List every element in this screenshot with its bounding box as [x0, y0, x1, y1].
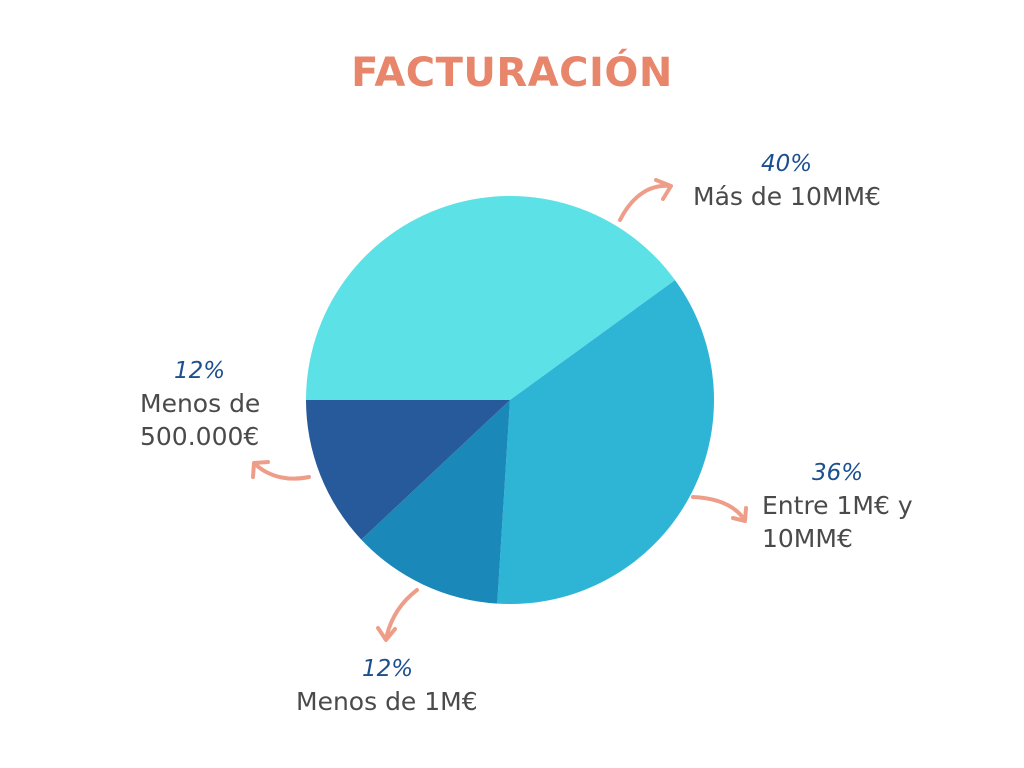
arrow-slice-3	[251, 460, 311, 481]
pie-slice-1	[497, 280, 715, 605]
arrow-slice-0	[618, 178, 673, 222]
slice-0-percent: 40%	[761, 151, 813, 177]
pie-slice-2	[361, 400, 510, 604]
slice-2-label: Menos de 1M€	[296, 687, 478, 716]
pie-slices	[306, 195, 715, 605]
slice-0-label: Más de 10MM€	[693, 182, 881, 211]
callout-slice-2: 12% Menos de 1M€	[296, 653, 478, 718]
slice-1-percent: 36%	[812, 460, 864, 486]
arrow-slice-2	[376, 588, 419, 642]
callout-slice-3: 12% Menos de 500.000€	[140, 355, 275, 453]
callout-slice-1: 36% Entre 1M€ y 10MM€	[762, 457, 937, 555]
slice-2-percent: 12%	[362, 656, 414, 682]
chart-title: FACTURACIÓN	[351, 50, 673, 96]
slice-3-percent: 12%	[174, 358, 226, 384]
pie-slice-0	[306, 195, 676, 400]
pie-slice-3	[306, 400, 510, 540]
slice-3-label: Menos de 500.000€	[140, 389, 261, 451]
arrow-slice-1	[691, 495, 748, 523]
slice-1-label: Entre 1M€ y 10MM€	[762, 491, 913, 553]
callout-slice-0: 40% Más de 10MM€	[693, 148, 881, 213]
